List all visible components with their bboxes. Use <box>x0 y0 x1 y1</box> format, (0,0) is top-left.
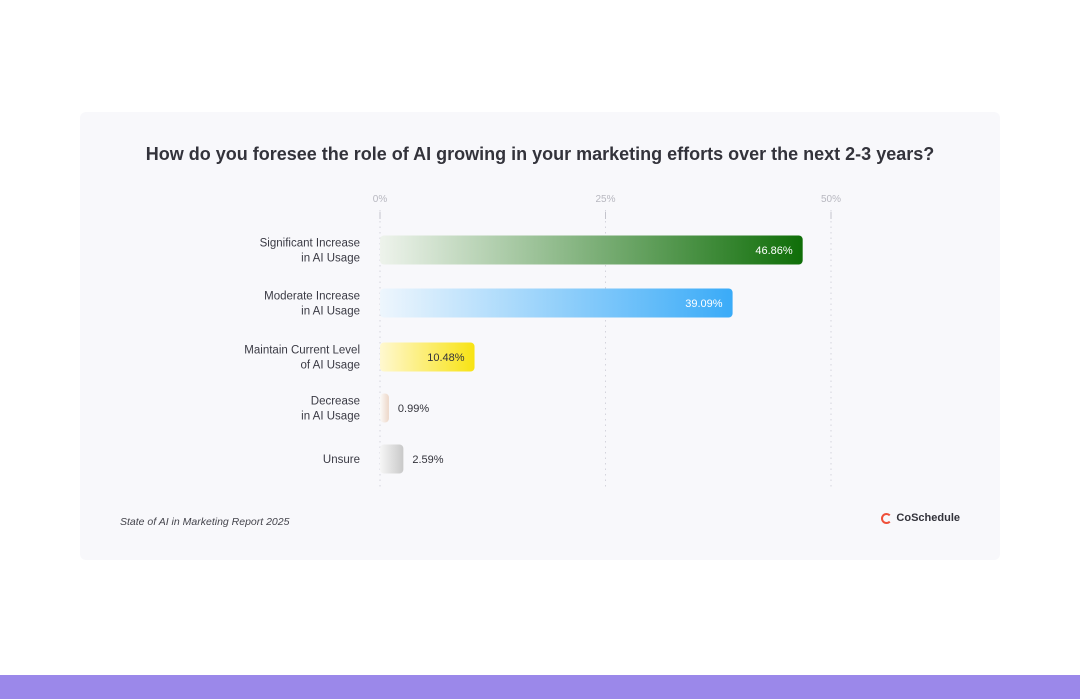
category-label: of AI Usage <box>301 360 360 372</box>
bar <box>380 444 404 474</box>
category-label: Unsure <box>323 454 360 466</box>
category-label: in AI Usage <box>301 306 360 318</box>
bar <box>380 393 389 423</box>
x-tick-label: 50% <box>821 194 841 205</box>
coschedule-logo-icon <box>881 512 893 524</box>
bar <box>380 235 803 265</box>
source-note: State of AI in Marketing Report 2025 <box>120 516 290 528</box>
chart-card: How do you foresee the role of AI growin… <box>80 112 1000 560</box>
category-label: Significant Increase <box>260 238 360 250</box>
category-label: in AI Usage <box>301 253 360 265</box>
brand-logo: CoSchedule <box>881 512 960 524</box>
x-tick-label: 0% <box>373 194 388 205</box>
bar-chart: 0% 25% 50% Significant Increase in AI Usage… <box>244 194 841 487</box>
category-label: Maintain Current Level <box>244 345 360 357</box>
category-label: Decrease <box>311 396 360 408</box>
value-label: 46.86% <box>755 245 793 257</box>
chart-title: How do you foresee the role of AI growin… <box>145 144 935 164</box>
bar <box>380 342 475 372</box>
bottom-band <box>0 675 1080 699</box>
value-label: 2.59% <box>412 454 443 466</box>
category-label: Moderate Increase <box>264 291 360 303</box>
x-tick-label: 25% <box>595 194 615 205</box>
category-label: in AI Usage <box>301 411 360 423</box>
value-label: 0.99% <box>398 403 429 415</box>
brand-name: CoSchedule <box>896 512 960 524</box>
bar <box>380 288 733 318</box>
value-label: 39.09% <box>685 298 723 310</box>
value-label: 10.48% <box>427 352 465 364</box>
